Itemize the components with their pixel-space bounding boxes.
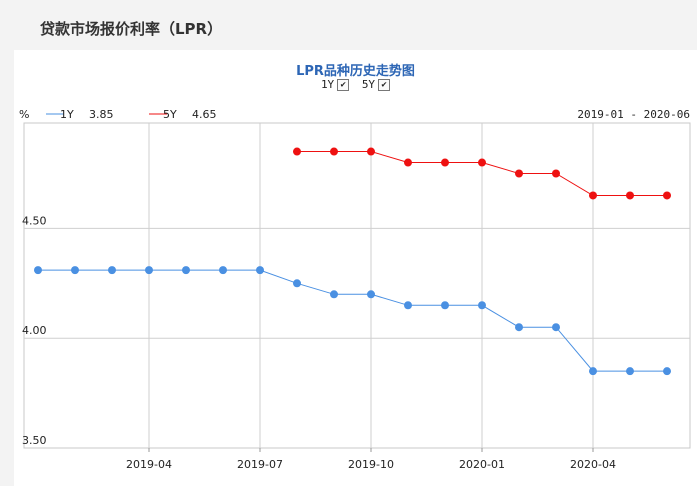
legend-latest-1y: 3.85	[89, 108, 114, 121]
y-tick-label: 4.00	[22, 324, 47, 337]
data-point-1y	[404, 301, 412, 310]
series-toggles: 1Y ✔ 5Y ✔	[14, 78, 697, 91]
data-point-1y	[552, 323, 560, 332]
data-point-1y	[182, 266, 190, 275]
y-tick-label: 3.50	[22, 434, 47, 447]
page-title: 贷款市场报价利率（LPR）	[40, 20, 223, 38]
data-point-1y	[34, 266, 42, 275]
lpr-line-chart: 3.50 4.00 4.50 2019-04 2019-07 2019-10 2020-01…	[19, 108, 691, 471]
data-point-1y	[663, 367, 671, 376]
data-point-1y	[145, 266, 153, 275]
data-point-1y	[367, 290, 375, 299]
toggle-1y[interactable]: 1Y ✔	[320, 78, 350, 91]
data-point-5y	[441, 158, 449, 167]
data-point-5y	[626, 191, 634, 200]
data-point-1y	[256, 266, 264, 275]
data-point-5y	[552, 169, 560, 178]
plot-frame	[23, 122, 691, 449]
data-point-1y	[478, 301, 486, 310]
data-point-5y	[330, 147, 338, 156]
data-point-1y	[219, 266, 227, 275]
x-tick-label: 2020-04	[570, 458, 616, 471]
data-point-5y	[478, 158, 486, 167]
legend-name-1y: 1Y	[60, 108, 74, 121]
data-point-1y	[71, 266, 79, 275]
data-point-1y	[589, 367, 597, 376]
data-point-5y	[293, 147, 301, 156]
data-point-1y	[330, 290, 338, 299]
data-point-5y	[515, 169, 523, 178]
data-point-1y	[626, 367, 634, 376]
series-line-1y	[38, 269, 667, 372]
y-tick-label: 4.50	[22, 214, 47, 227]
data-point-5y	[589, 191, 597, 200]
y-axis-label: %	[19, 108, 29, 121]
data-point-1y	[441, 301, 449, 310]
toggle-1y-label: 1Y	[320, 78, 335, 91]
data-point-1y	[293, 279, 301, 288]
chart-title: LPR品种历史走势图	[296, 64, 415, 79]
x-tick-label: 2019-07	[237, 458, 283, 471]
checkbox-1y[interactable]: ✔	[337, 78, 350, 91]
x-tick-label: 2020-01	[459, 458, 505, 471]
legend-name-5y: 5Y	[163, 108, 177, 121]
checkbox-5y[interactable]: ✔	[378, 78, 391, 91]
legend-latest-5y: 4.65	[192, 108, 217, 121]
toggle-5y-label: 5Y	[361, 78, 376, 91]
data-point-1y	[108, 266, 116, 275]
date-range-label: 2019-01 - 2020-06	[577, 108, 690, 121]
x-tick-label: 2019-04	[126, 458, 172, 471]
data-point-1y	[515, 323, 523, 332]
toggle-5y[interactable]: 5Y ✔	[361, 78, 391, 91]
data-point-5y	[367, 147, 375, 156]
x-tick-label: 2019-10	[348, 458, 394, 471]
data-point-5y	[404, 158, 412, 167]
chart-panel: 3.50 4.00 4.50 2019-04 2019-07 2019-10 2020-01…	[14, 50, 697, 486]
data-point-5y	[663, 191, 671, 200]
